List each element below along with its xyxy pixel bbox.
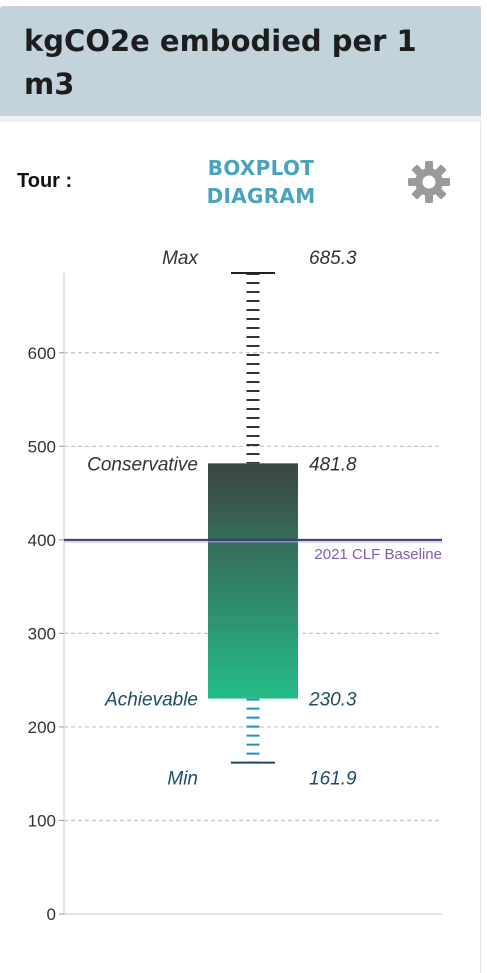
y-tick-label: 100	[28, 811, 56, 830]
boxplot-chart: 0 100 200 300 400 500 600 2021 CLF Baseline Max…	[28, 248, 442, 924]
max-label: Max	[162, 248, 199, 269]
boxplot-card: kgCO2e embodied per 1 m3	[0, 6, 481, 973]
achievable-value: 230.3	[308, 690, 357, 711]
card-header: kgCO2e embodied per 1 m3	[0, 6, 481, 116]
y-tick-label: 500	[28, 437, 56, 456]
max-value: 685.3	[309, 248, 357, 269]
tour-label: Tour :	[17, 170, 73, 192]
card-title: kgCO2e embodied per 1 m3	[24, 24, 417, 101]
boxplot-diagram-link[interactable]: BOXPLOT DIAGRAM	[206, 156, 316, 208]
baseline-label: 2021 CLF Baseline	[314, 546, 442, 563]
y-tick-label: 400	[28, 531, 56, 550]
y-tick-label: 600	[28, 344, 56, 363]
y-tick-label: 0	[47, 905, 56, 924]
y-tick-label: 300	[28, 624, 56, 643]
achievable-label: Achievable	[104, 690, 198, 711]
gear-icon[interactable]	[406, 159, 452, 205]
header-separator	[0, 116, 481, 122]
conservative-value: 481.8	[309, 454, 357, 475]
y-tick-label: 200	[28, 718, 56, 737]
min-value: 161.9	[309, 769, 357, 790]
conservative-label: Conservative	[87, 454, 198, 475]
min-label: Min	[167, 769, 198, 790]
box-body	[208, 463, 298, 699]
